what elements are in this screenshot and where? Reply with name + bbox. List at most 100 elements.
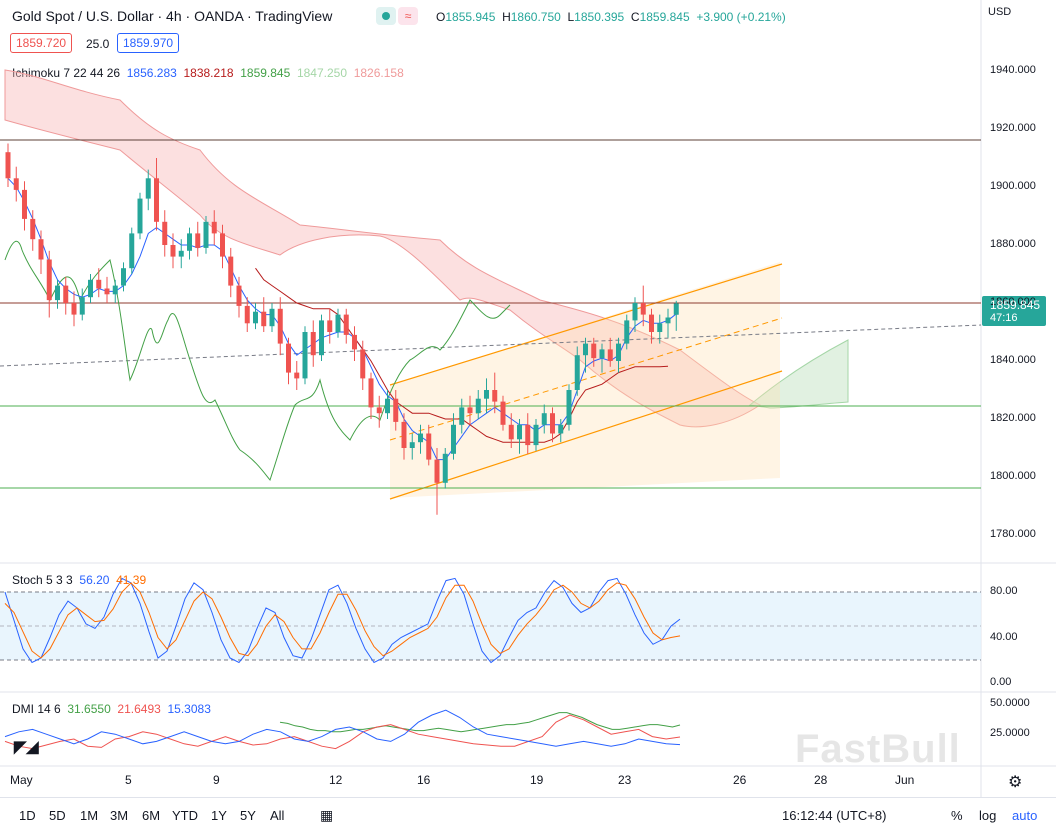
candle-body <box>79 297 85 315</box>
timeframe-button-all[interactable]: All <box>270 808 285 823</box>
trend-line-dashed[interactable] <box>0 324 982 367</box>
compare-icon[interactable]: ≈ <box>398 7 418 25</box>
stoch-d-value: 41.39 <box>116 573 147 587</box>
timeframe-button-5d[interactable]: 5D <box>49 808 66 823</box>
watermark: FastBull <box>795 727 961 771</box>
current-price-label: 1859.845 <box>990 298 1041 312</box>
currency-label[interactable]: USD <box>988 6 1012 18</box>
channel-upper-line[interactable] <box>389 263 783 386</box>
chikou-span <box>4 240 511 482</box>
timeframe-button-5y[interactable]: 5Y <box>240 808 256 823</box>
buy-button[interactable]: 1859.970 <box>117 33 180 53</box>
price-tick-label: 1920.000 <box>990 122 1036 134</box>
ichimoku-legend[interactable]: Ichimoku 7 22 44 26 1856.283 1838.218 18… <box>12 66 404 80</box>
price-tick-label: 1940.000 <box>990 64 1036 76</box>
ohlc-readout: O1855.945 H1860.750 L1850.395 C1859.845 … <box>436 10 786 24</box>
channel-lower-line[interactable] <box>389 370 783 500</box>
sell-price: 1859.720 <box>16 36 67 50</box>
price-tick-label: 1780.000 <box>990 528 1036 540</box>
stoch-lines <box>4 577 681 664</box>
time-tick-label: 28 <box>814 773 828 787</box>
chart-settings-gear-icon[interactable]: ⚙ <box>1008 774 1023 791</box>
candle-body <box>640 303 646 315</box>
candle-body <box>665 317 671 324</box>
candle-body <box>558 424 564 434</box>
ichimoku-senkou-b-value: 1826.158 <box>353 66 404 80</box>
price-tick-label: 1900.000 <box>990 180 1036 192</box>
date-range-calendar-icon[interactable]: ▦ <box>320 807 334 823</box>
time-tick-label: Jun <box>895 773 915 787</box>
dmi-legend[interactable]: DMI 14 6 31.6550 21.6493 15.3083 <box>12 702 211 716</box>
time-tick-label: 12 <box>329 773 343 787</box>
bar-countdown: 47:16 <box>990 312 1018 324</box>
channel-fill <box>390 262 780 498</box>
auto-scale-toggle[interactable]: auto <box>1012 808 1038 823</box>
candle-body <box>352 334 357 350</box>
clock-display[interactable]: 16:12:44 (UTC+8) <box>782 808 887 823</box>
candle-body <box>244 305 250 324</box>
timeframe-button-1d[interactable]: 1D <box>19 808 36 823</box>
price-chart[interactable] <box>0 0 1056 797</box>
candle-body <box>137 198 143 234</box>
channel-drawing[interactable] <box>389 262 783 500</box>
candle-body <box>319 320 324 356</box>
tenkan-line <box>7 177 677 461</box>
stoch-pane[interactable] <box>0 577 981 664</box>
timeframe-button-1y[interactable]: 1Y <box>211 808 227 823</box>
candle-body <box>607 349 613 361</box>
visibility-toggle-icon[interactable] <box>376 7 396 25</box>
candle-body <box>599 349 605 359</box>
ichimoku-kijun-value: 1838.218 <box>183 66 234 80</box>
dmi-tick-25: 25.0000 <box>990 727 1030 739</box>
buy-price: 1859.970 <box>123 36 174 50</box>
timeframe-button-1m[interactable]: 1M <box>80 808 99 823</box>
candle-body <box>195 233 201 248</box>
stoch-legend[interactable]: Stoch 5 3 3 56.20 41.39 <box>12 573 146 587</box>
candles <box>5 143 679 515</box>
bullish-cloud <box>748 339 849 409</box>
candle-body <box>591 343 597 359</box>
tradingview-logo-icon[interactable]: ◤◢ <box>14 739 39 756</box>
sell-button[interactable]: 1859.720 <box>10 33 73 53</box>
candle-body <box>360 349 366 379</box>
timeframe-button-6m[interactable]: 6M <box>142 808 161 823</box>
log-scale-toggle[interactable]: log <box>979 808 997 823</box>
candle-body <box>327 320 333 332</box>
candle-body <box>286 343 291 373</box>
candle-body <box>533 424 539 446</box>
dmi-minus-value: 15.3083 <box>167 702 211 716</box>
stoch-k-value: 56.20 <box>79 573 110 587</box>
open-value: 1855.945 <box>445 10 496 24</box>
candle-body <box>269 308 275 327</box>
candle-body <box>211 221 217 234</box>
candle-body <box>38 239 44 260</box>
candle-body <box>170 245 176 257</box>
candle-body <box>63 285 69 303</box>
candle-body <box>426 433 432 460</box>
chart-title: Gold Spot / U.S. Dollar · 4h · OANDA · T… <box>12 8 332 24</box>
candle-body <box>442 453 448 483</box>
close-label: C <box>630 10 640 24</box>
candle-body <box>96 279 102 289</box>
channel-mid-line[interactable] <box>389 317 783 441</box>
bearish-cloud <box>4 69 761 428</box>
candle-body <box>228 256 234 286</box>
low-label: L <box>567 10 575 24</box>
change-value: +3.900 (+0.21%) <box>696 10 786 24</box>
time-tick-label: 26 <box>733 773 747 787</box>
timeframe-button-3m[interactable]: 3M <box>110 808 129 823</box>
candle-body <box>649 314 654 332</box>
candle-body <box>112 285 118 295</box>
candle-body <box>30 218 36 240</box>
bottom-toolbar: 1D 5D 1M 3M 6M YTD 1Y 5Y All ▦ 16:12:44 (UTC+8) … <box>0 797 1056 832</box>
candle-body <box>500 401 506 425</box>
stoch-tick-40: 40.00 <box>990 631 1018 643</box>
symbol-title: Gold Spot / U.S. Dollar · 4h · OANDA · T… <box>12 8 333 24</box>
dmi-pane[interactable] <box>4 709 681 750</box>
time-tick-label: 23 <box>618 773 632 787</box>
candle-body <box>434 459 440 483</box>
timeframe-button-ytd[interactable]: YTD <box>172 808 198 823</box>
tenkan-series <box>7 177 677 461</box>
percent-scale-toggle[interactable]: % <box>951 808 963 823</box>
ichimoku-senkou-a-value: 1847.250 <box>296 66 348 80</box>
